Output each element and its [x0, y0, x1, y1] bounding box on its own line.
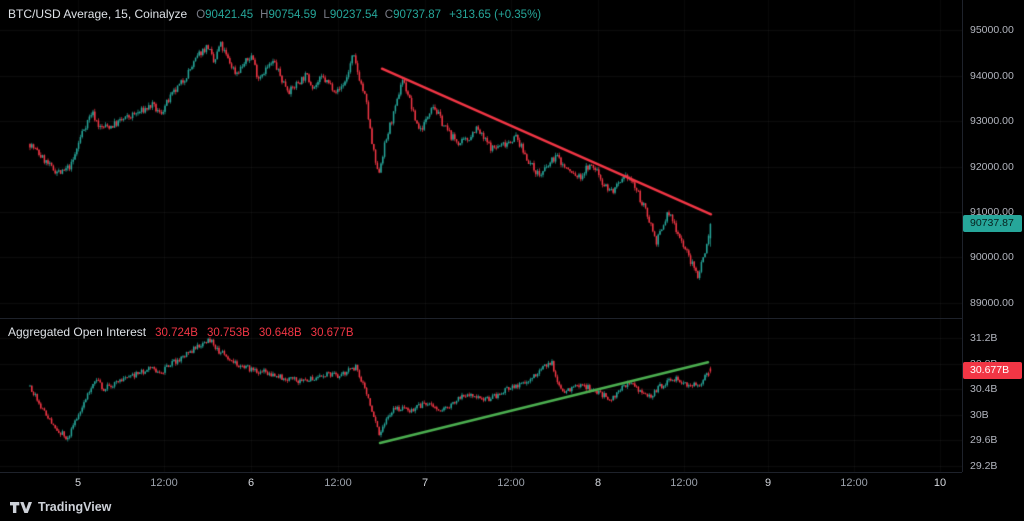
low-value: 90237.54: [329, 9, 378, 21]
price-scale[interactable]: 90737.87 30.677B 95000.00 94000.00 93000.0…: [963, 0, 1024, 472]
y-axis-label: 92000.00: [970, 160, 1014, 173]
y-axis-label: 93000.00: [970, 115, 1014, 127]
time-axis-label: 8: [594, 477, 602, 489]
tradingview-logo-text: TradingView: [38, 500, 112, 514]
tradingview-logo-icon: [10, 501, 32, 513]
symbol-title[interactable]: BTC/USD Average, 15, Coinalyze: [8, 7, 188, 21]
y-axis-label: 94000.00: [970, 69, 1014, 82]
time-axis-label: 12:00: [670, 477, 698, 489]
low-label: L: [323, 9, 330, 21]
last-price-badge: 90737.87: [963, 214, 1022, 232]
price-legend: BTC/USD Average, 15, Coinalyze O 90421.45…: [8, 7, 541, 21]
change-value: +313.65 (+0.35%): [449, 9, 542, 21]
time-axis-label: 6: [247, 477, 255, 489]
time-axis-label: 12:00: [497, 477, 525, 489]
y-axis-label: 30.4B: [970, 383, 998, 396]
open-interest-legend: Aggregated Open Interest 30.724B 30.753B…: [8, 325, 354, 339]
y-axis-label: 30B: [970, 408, 989, 421]
high-label: H: [260, 9, 269, 21]
pane-separator[interactable]: [0, 318, 962, 319]
close-value: 90737.87: [393, 9, 442, 21]
y-axis-label: 89000.00: [970, 296, 1014, 309]
oi-high-value: 30.753B: [206, 327, 250, 339]
time-axis-label: 12:00: [150, 477, 178, 489]
oi-open-value: 30.724B: [155, 327, 198, 339]
open-label: O: [196, 9, 206, 21]
time-axis-label: 12:00: [324, 477, 352, 489]
open-interest-chart-canvas[interactable]: [0, 318, 962, 472]
oi-value-badge: 30.677B: [963, 362, 1022, 380]
price-chart-canvas[interactable]: [0, 0, 962, 318]
time-axis-label: 12:00: [840, 477, 868, 489]
oi-close-value: 30.677B: [310, 327, 354, 339]
close-label: C: [384, 9, 394, 21]
y-axis-label: 90000.00: [970, 251, 1014, 264]
time-axis-separator: [0, 472, 962, 473]
y-axis-label: 31.2B: [970, 331, 998, 344]
tradingview-logo[interactable]: TradingView: [10, 500, 111, 514]
time-axis-label: 10: [933, 477, 947, 489]
y-axis-label: 29.2B: [970, 459, 998, 472]
high-value: 90754.59: [268, 9, 317, 21]
time-axis-label: 9: [764, 477, 772, 489]
open-value: 90421.45: [205, 9, 254, 21]
time-scale[interactable]: 5 12:00 6 12:00 7 12:00 8 12:00 9 12:00 10: [0, 472, 962, 498]
time-axis-label: 5: [74, 477, 82, 489]
oi-low-value: 30.648B: [258, 327, 302, 339]
y-axis-label: 95000.00: [970, 24, 1014, 37]
y-axis-label: 29.6B: [970, 434, 998, 447]
oi-title[interactable]: Aggregated Open Interest: [8, 325, 147, 339]
time-axis-label: 7: [421, 477, 429, 489]
price-axis-separator: [962, 0, 963, 472]
